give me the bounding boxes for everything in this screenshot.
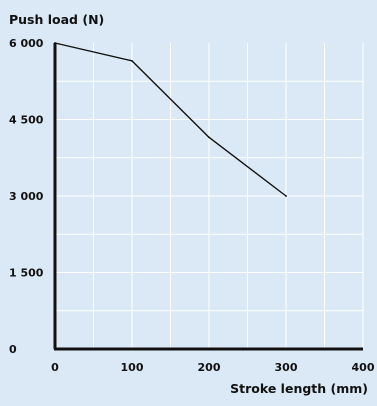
y-tick-label: 3 000	[9, 190, 44, 203]
data-point	[131, 59, 133, 62]
y-tick-label: 1 500	[9, 267, 44, 280]
y-axis-title: Push load (N)	[9, 12, 104, 27]
data-point	[54, 42, 56, 44]
tick-labels: 0 100 200 300 400 0 1 500 3 000 4 500 6 000	[9, 37, 375, 374]
x-axis-title: Stroke length (mm)	[230, 381, 368, 396]
axes	[53, 43, 363, 351]
x-tick-label: 0	[51, 361, 59, 374]
series-line	[54, 42, 287, 197]
x-tick-label: 200	[198, 361, 221, 374]
x-tick-label: 100	[121, 361, 144, 374]
y-tick-label: 6 000	[9, 37, 44, 50]
data-point	[208, 136, 210, 139]
x-tick-label: 400	[352, 361, 375, 374]
data-point	[285, 195, 287, 197]
series-layer	[54, 42, 287, 197]
y-tick-label: 4 500	[9, 114, 44, 127]
y-tick-label: 0	[9, 343, 17, 356]
x-tick-label: 300	[275, 361, 298, 374]
